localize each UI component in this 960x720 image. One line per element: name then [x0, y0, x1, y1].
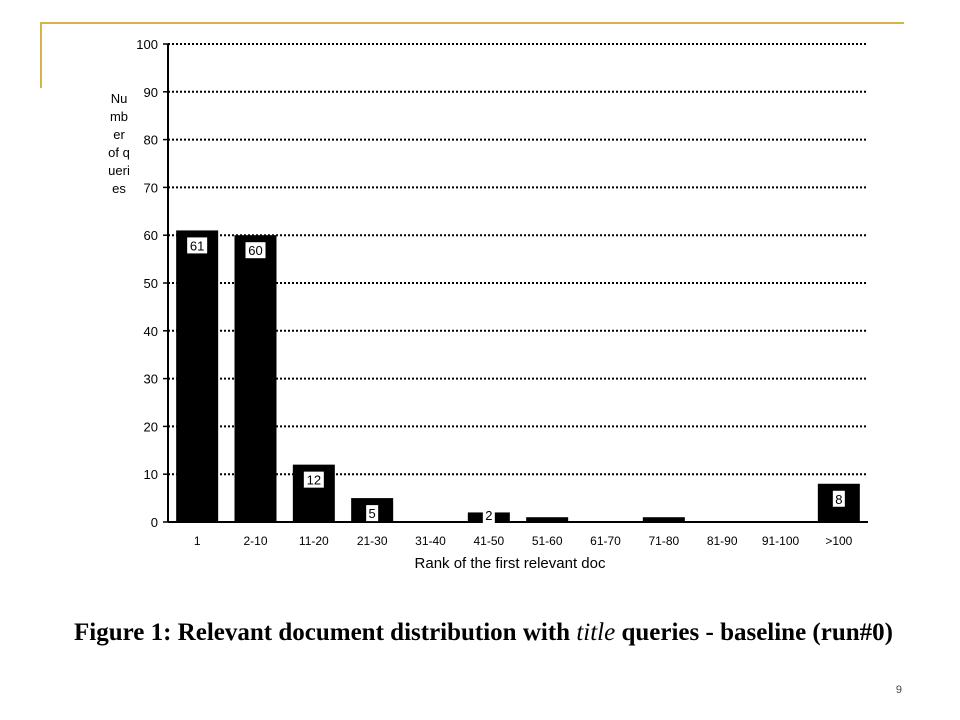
data-label-box — [482, 507, 495, 523]
y-tick-label: 90 — [144, 85, 158, 100]
y-axis-label: Number of queries — [108, 91, 130, 196]
data-label-box — [366, 505, 379, 522]
bar-chart: 0 10 20 30 40 50 60 70 80 90 100 61 60 12 5 2 8 1 2-10 11… — [136, 37, 868, 572]
x-tick-label: 71-80 — [648, 534, 679, 548]
caption-prefix: Figure 1: Relevant document distribution… — [74, 619, 577, 646]
axes — [163, 43, 868, 523]
y-tick-label: 0 — [151, 515, 158, 530]
y-tick-label: 50 — [144, 276, 158, 291]
y-tick-label: 80 — [144, 133, 158, 148]
y-tick-label: 40 — [144, 324, 158, 339]
data-label: 5 — [369, 506, 376, 521]
data-label: 8 — [835, 492, 842, 507]
data-label: 60 — [248, 243, 262, 258]
data-label-box — [303, 471, 324, 488]
y-tick-label: 100 — [136, 37, 158, 52]
x-tick-label: >100 — [825, 534, 852, 548]
data-label: 61 — [190, 238, 204, 253]
bar — [176, 230, 219, 523]
data-label-box — [187, 237, 208, 254]
grid-lines — [168, 43, 868, 476]
page-number: 9 — [895, 684, 902, 696]
data-label-box — [245, 242, 266, 259]
y-tick-label: 20 — [144, 419, 158, 434]
data-label: 2 — [485, 508, 492, 523]
x-tick-label: 61-70 — [590, 534, 621, 548]
y-tick-label: 30 — [144, 372, 158, 387]
x-tick-label: 81-90 — [707, 534, 738, 548]
caption-suffix: queries - baseline (run#0) — [615, 619, 893, 646]
x-axis-label: Rank of the first relevant doc — [415, 555, 606, 572]
data-label: 12 — [307, 473, 321, 488]
y-tick-label: 70 — [144, 180, 158, 195]
decorative-left-rule — [40, 22, 42, 88]
x-tick-labels: 1 2-10 11-20 21-30 31-40 41-50 51-60 61-70 71-80… — [194, 534, 853, 548]
figure-caption: Figure 1: Relevant document distribution… — [74, 618, 934, 648]
x-tick-label: 21-30 — [357, 534, 388, 548]
bar — [642, 517, 685, 522]
y-tick-label: 60 — [144, 228, 158, 243]
bar — [234, 235, 277, 522]
x-tick-label: 41-50 — [473, 534, 504, 548]
data-labels: 61 60 12 5 2 8 — [187, 237, 845, 523]
x-tick-label: 11-20 — [299, 534, 329, 548]
data-label-box — [832, 490, 845, 507]
bars — [176, 230, 860, 523]
y-tick-labels: 0 10 20 30 40 50 60 70 80 90 100 — [136, 37, 158, 530]
x-tick-label: 91-100 — [762, 534, 800, 548]
x-tick-label: 1 — [194, 534, 201, 548]
caption-emphasis: title — [576, 619, 616, 646]
y-tick-label: 10 — [144, 467, 158, 482]
x-tick-label: 51-60 — [532, 534, 563, 548]
x-tick-label: 31-40 — [415, 534, 446, 548]
decorative-top-rule — [40, 22, 904, 24]
x-tick-label: 2-10 — [243, 534, 267, 548]
bar — [526, 517, 569, 522]
